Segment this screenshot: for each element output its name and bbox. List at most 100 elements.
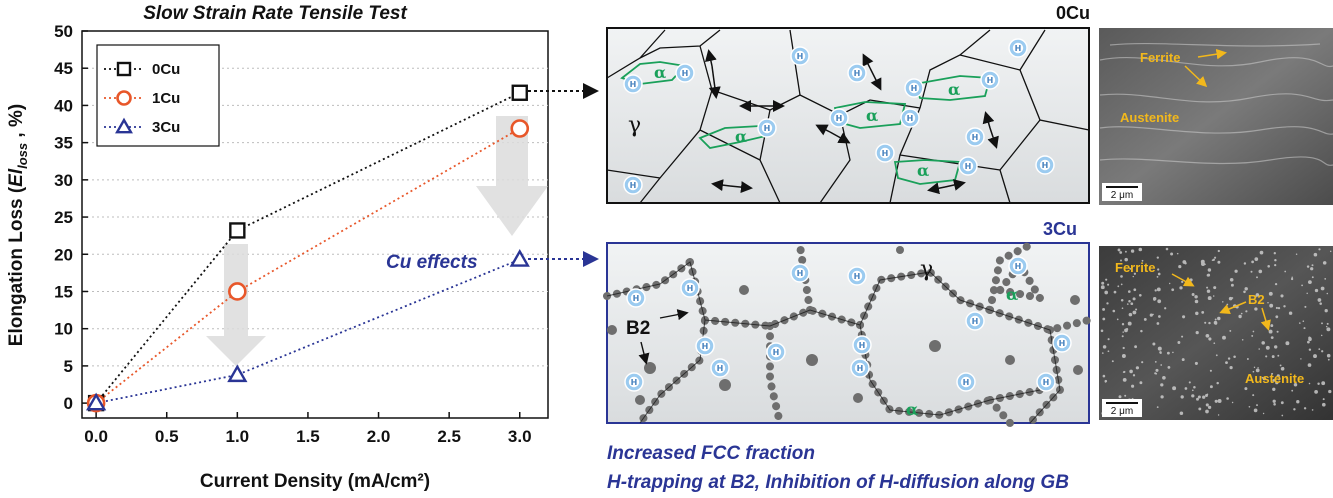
micrograph-particle — [1154, 360, 1157, 363]
legend-label: 0Cu — [152, 61, 180, 78]
micrograph-particle — [1107, 350, 1110, 353]
y-tick-label: 45 — [54, 59, 73, 78]
x-axis-title: Current Density (mA/cm²) — [200, 471, 430, 492]
micrograph-particle — [1314, 390, 1318, 394]
micrograph-particle — [1135, 308, 1138, 311]
micrograph-particle — [1244, 287, 1248, 291]
micrograph-particle — [1313, 354, 1317, 359]
micrograph-particle — [1255, 293, 1260, 297]
micrograph-particle — [1156, 406, 1159, 408]
micrograph-particle — [1155, 368, 1159, 372]
y-tick-label: 20 — [54, 245, 73, 264]
micrograph-particle — [1291, 276, 1293, 279]
micrograph-particle — [1244, 387, 1248, 391]
micrograph-particle — [1141, 259, 1144, 262]
micrograph-particle — [1293, 383, 1298, 387]
micrograph-particle — [1259, 250, 1264, 255]
micrograph-particle — [1256, 404, 1258, 407]
x-tick-label: 2.5 — [437, 427, 461, 446]
gamma-label-0cu: γ — [628, 113, 641, 138]
micrograph-particle — [1127, 290, 1131, 293]
micrograph-0cu: Ferrite Austenite 2 μm — [1099, 28, 1333, 205]
micrograph-particle — [1320, 286, 1325, 291]
hydrogen-atom: H — [829, 108, 849, 128]
y-tick-label: 25 — [54, 208, 73, 227]
micrograph-particle — [1276, 330, 1279, 333]
micrograph-particle — [1133, 288, 1137, 292]
micrograph-particle — [1124, 257, 1128, 262]
micrograph-particle — [1217, 316, 1221, 321]
micrograph-particle — [1207, 268, 1212, 272]
micrograph-particle — [1308, 348, 1312, 351]
micrograph-particle — [1326, 327, 1331, 332]
micrograph-particle — [1272, 387, 1276, 391]
micrograph-particle — [1252, 370, 1255, 373]
svg-text:H: H — [882, 149, 889, 158]
micrograph-particle — [1176, 252, 1179, 255]
micrograph-particle — [1285, 341, 1290, 346]
hydrogen-atom: H — [1036, 372, 1056, 392]
micrograph-particle — [1272, 379, 1276, 382]
svg-text:H: H — [764, 124, 771, 133]
hydrogen-atom: H — [1052, 333, 1072, 353]
hydrogen-atom: H — [900, 108, 920, 128]
micrograph-particle — [1326, 322, 1329, 325]
micrograph-particle — [1206, 289, 1211, 293]
micrograph-particle — [1156, 287, 1161, 292]
micrograph-particle — [1270, 336, 1274, 339]
micrograph-particle — [1208, 337, 1212, 341]
micrograph-particle — [1226, 397, 1229, 400]
micrograph-particle — [1177, 341, 1181, 344]
micrograph-particle — [1274, 263, 1277, 267]
micrograph-particle — [1307, 340, 1310, 344]
micrograph-particle — [1191, 394, 1195, 398]
micrograph-particle — [1191, 293, 1195, 296]
micrograph-particle — [1217, 414, 1220, 416]
micrograph-particle — [1257, 367, 1259, 369]
micrograph-particle — [1194, 361, 1198, 365]
micrograph-particle — [1111, 360, 1114, 363]
micrograph-particle — [1208, 321, 1211, 325]
micrograph-particle — [1193, 386, 1196, 389]
cu-effect-arrow-2 — [476, 116, 548, 236]
micrograph-particle — [1254, 257, 1259, 261]
micrograph-particle — [1189, 278, 1193, 282]
micrograph-particle — [1184, 261, 1187, 265]
micrograph-particle — [1120, 275, 1123, 278]
legend-marker — [116, 61, 132, 77]
micrograph-particle — [1243, 290, 1246, 294]
micrograph-particle — [1301, 284, 1303, 287]
micrograph-particle — [1207, 405, 1212, 410]
legend-label: 3Cu — [152, 119, 180, 136]
micrograph-3cu-label-austenite: Austenite — [1245, 371, 1304, 386]
svg-text:H: H — [1015, 262, 1022, 271]
micrograph-particle — [1154, 372, 1157, 375]
micrograph-particle — [1132, 297, 1136, 301]
micrograph-particle — [1139, 381, 1143, 385]
micrograph-particle — [1317, 298, 1322, 302]
svg-text:H: H — [1015, 44, 1022, 53]
micrograph-particle — [1164, 307, 1167, 310]
data-point-3cu — [227, 364, 248, 383]
micrograph-3cu-image — [1099, 246, 1333, 420]
alpha-label: α — [917, 161, 929, 180]
micrograph-particle — [1141, 361, 1144, 364]
micrograph-particle — [1197, 395, 1201, 399]
micrograph-particle — [1101, 281, 1105, 285]
micrograph-pointer — [1219, 301, 1247, 314]
micrograph-particle — [1245, 310, 1248, 313]
micrograph-particle — [1134, 345, 1137, 349]
micrograph-particle — [1274, 282, 1278, 286]
b2-label: B2 — [626, 318, 650, 339]
micrograph-particle — [1122, 346, 1125, 350]
svg-text:H: H — [687, 284, 694, 293]
micrograph-particle — [1252, 394, 1255, 397]
micrograph-particle — [1102, 307, 1106, 311]
x-tick-label: 1.5 — [296, 427, 320, 446]
micrograph-particle — [1138, 247, 1143, 252]
micrograph-particle — [1181, 280, 1184, 284]
hydrogen-atom: H — [680, 278, 700, 298]
micrograph-particle — [1129, 267, 1132, 270]
alpha-label: α — [906, 400, 918, 419]
micrograph-particle — [1153, 298, 1156, 301]
